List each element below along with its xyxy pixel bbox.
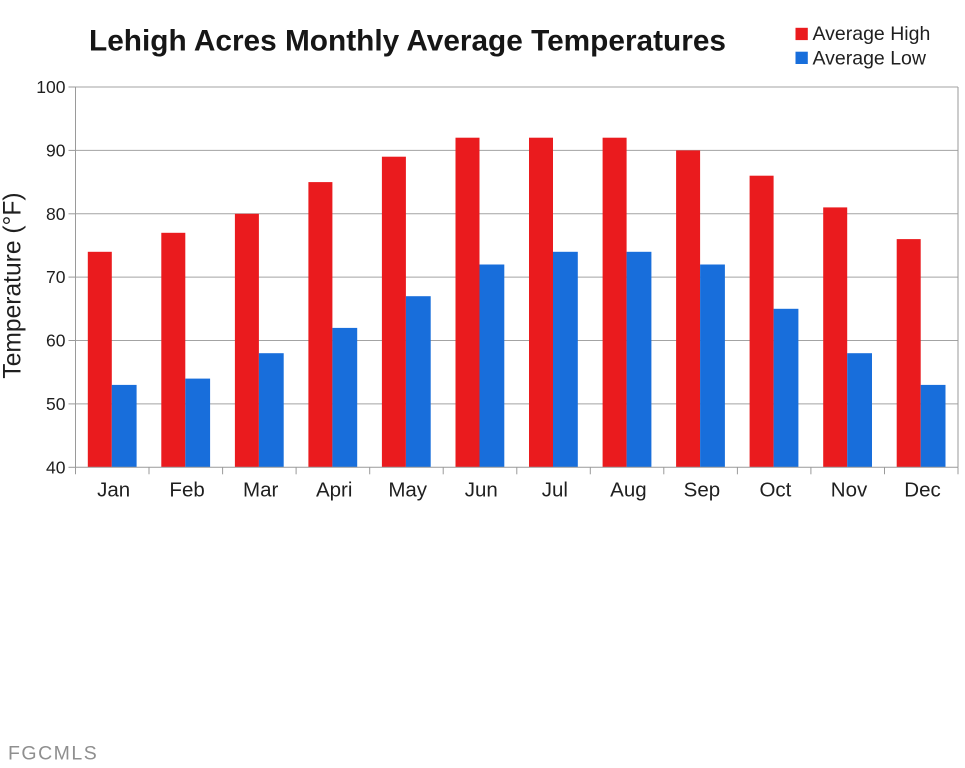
svg-text:Average High: Average High bbox=[813, 23, 931, 45]
svg-text:May: May bbox=[388, 479, 427, 502]
svg-text:Apri: Apri bbox=[316, 479, 352, 502]
svg-text:100: 100 bbox=[36, 77, 65, 97]
svg-text:Mar: Mar bbox=[243, 479, 278, 502]
svg-text:Lehigh Acres Monthly Average T: Lehigh Acres Monthly Average Temperature… bbox=[89, 25, 726, 58]
svg-text:50: 50 bbox=[46, 394, 66, 414]
svg-text:Temperature (°F): Temperature (°F) bbox=[0, 192, 27, 378]
svg-text:Average Low: Average Low bbox=[813, 48, 927, 70]
svg-text:60: 60 bbox=[46, 331, 66, 351]
svg-text:Jun: Jun bbox=[465, 479, 498, 502]
svg-text:Sep: Sep bbox=[684, 479, 720, 502]
svg-text:Aug: Aug bbox=[610, 479, 646, 502]
svg-text:70: 70 bbox=[46, 267, 66, 287]
svg-text:Nov: Nov bbox=[831, 479, 868, 502]
svg-text:Jul: Jul bbox=[542, 479, 568, 502]
svg-text:Feb: Feb bbox=[169, 479, 204, 502]
svg-text:80: 80 bbox=[46, 204, 66, 224]
svg-text:Oct: Oct bbox=[759, 479, 791, 502]
svg-text:40: 40 bbox=[46, 457, 66, 477]
svg-text:90: 90 bbox=[46, 140, 66, 160]
svg-text:Jan: Jan bbox=[97, 479, 130, 502]
svg-text:Dec: Dec bbox=[904, 479, 940, 502]
svg-text:FGCMLS: FGCMLS bbox=[8, 743, 98, 765]
